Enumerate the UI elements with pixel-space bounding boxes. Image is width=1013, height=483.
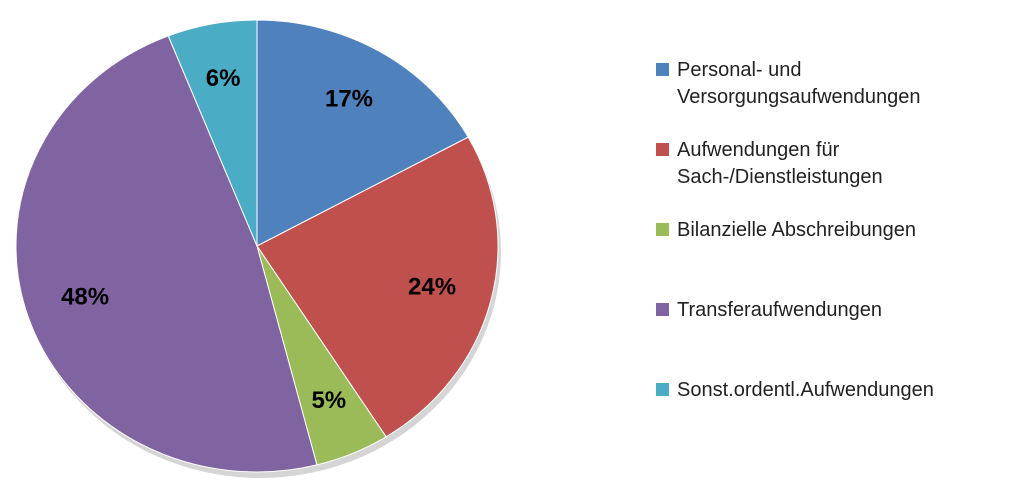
- pie-slice: [15, 35, 318, 473]
- legend-label: Aufwendungen für Sach-/Dienstleistungen: [677, 139, 883, 188]
- pie-slice: [256, 19, 469, 247]
- legend-label: Bilanzielle Abschreibungen: [677, 219, 917, 241]
- legend-item: Aufwendungen für Sach-/Dienstleistungen: [656, 137, 1001, 191]
- legend-label: Personal- und Versorgungsaufwendungen: [677, 59, 921, 108]
- legend-swatch: [656, 223, 669, 236]
- legend-label: Transferaufwendungen: [677, 299, 882, 321]
- legend-swatch: [656, 383, 669, 396]
- legend-swatch: [656, 63, 669, 76]
- legend-item: Sonst.ordentl.Aufwendungen: [656, 377, 1001, 404]
- data-label: 5%: [311, 387, 346, 414]
- legend-item: Transferaufwendungen: [656, 297, 1001, 324]
- legend-label: Sonst.ordentl.Aufwendungen: [677, 379, 934, 401]
- data-label: 24%: [408, 273, 456, 300]
- data-label: 6%: [206, 65, 241, 92]
- legend-swatch: [656, 143, 669, 156]
- pie-slice: [167, 19, 258, 247]
- legend-item: Personal- und Versorgungsaufwendungen: [656, 57, 1001, 111]
- data-label: 17%: [325, 85, 373, 112]
- data-label: 48%: [61, 284, 109, 311]
- pie-slice: [256, 136, 499, 438]
- legend-swatch: [656, 303, 669, 316]
- legend-item: Bilanzielle Abschreibungen: [656, 217, 1001, 244]
